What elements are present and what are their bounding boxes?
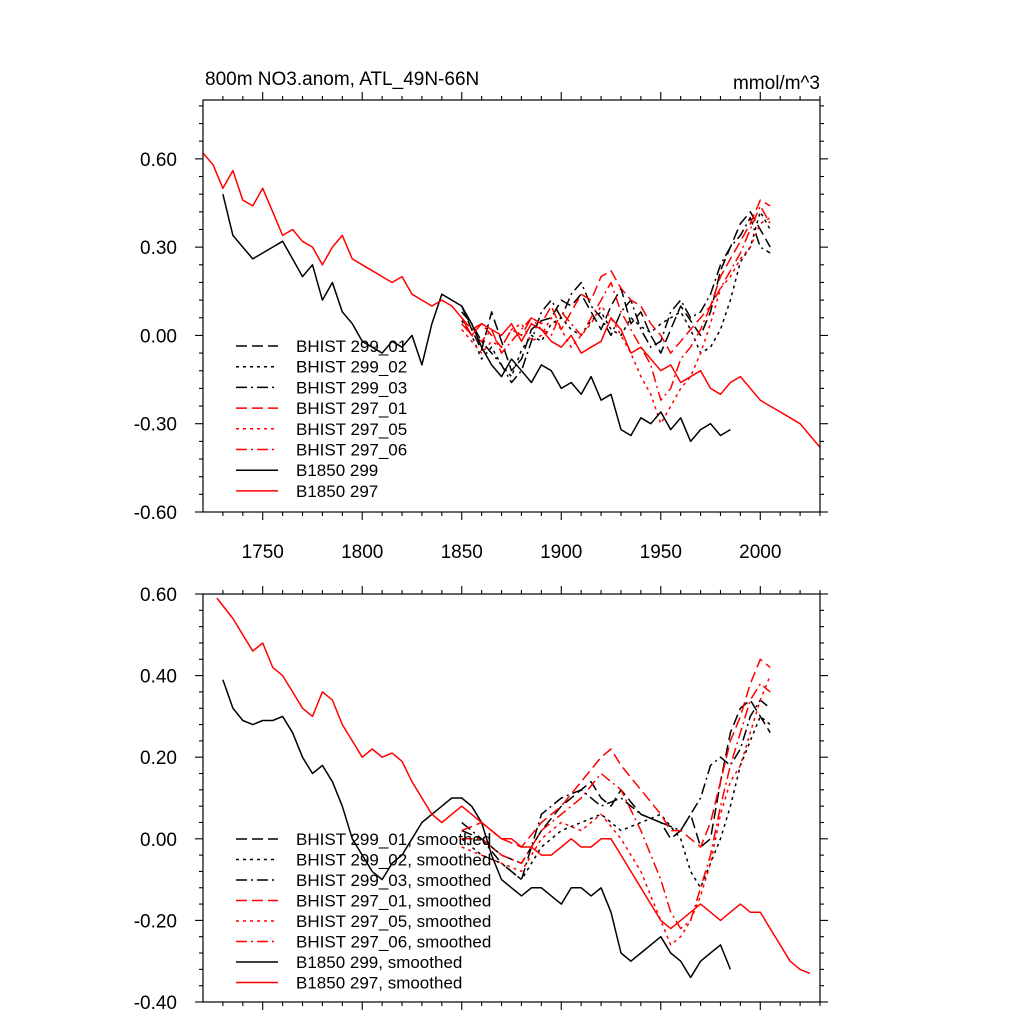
bottom-legend-label: B1850 299, smoothed xyxy=(296,953,462,972)
top-legend-label: BHIST 297_01 xyxy=(296,399,407,418)
bottom-plot-area xyxy=(216,597,811,979)
top-xtick-label: 1800 xyxy=(341,542,383,563)
top-legend-label: BHIST 299_03 xyxy=(296,378,407,397)
bottom-ytick-label: 0.00 xyxy=(140,830,177,851)
top-xtick-label: 2000 xyxy=(739,542,781,563)
top-xtick-label: 1850 xyxy=(441,542,483,563)
top-title-right: mmol/m^3 xyxy=(733,73,820,94)
top-plot-frame xyxy=(202,99,821,513)
top-xtick-label: 1950 xyxy=(640,542,682,563)
top-panel: 800m NO3.anom, ATL_49N-66N mmol/m^3 1750… xyxy=(134,69,828,563)
top-legend-label: BHIST 299_02 xyxy=(296,358,407,377)
bottom-series-bhist-297-06-smoothed xyxy=(461,683,771,930)
bottom-legend: BHIST 299_01, smoothed BHIST 299_02, smoo… xyxy=(236,830,491,993)
bottom-series-bhist-299-03-smoothed xyxy=(461,699,771,881)
top-ytick-label: -0.60 xyxy=(134,503,177,524)
bottom-legend-label: BHIST 297_06, smoothed xyxy=(296,933,491,952)
bottom-legend-label: BHIST 297_01, smoothed xyxy=(296,892,491,911)
top-xtick-label: 1900 xyxy=(540,542,582,563)
top-legend-label: B1850 299 xyxy=(296,461,378,480)
top-title-left: 800m NO3.anom, ATL_49N-66N xyxy=(205,69,479,90)
bottom-series-bhist-299-02-smoothed xyxy=(461,715,771,889)
bottom-ytick-label: -0.20 xyxy=(134,911,177,932)
bottom-legend-label: BHIST 297_05, smoothed xyxy=(296,912,491,931)
bottom-legend-label: BHIST 299_03, smoothed xyxy=(296,871,491,890)
top-ytick-label: 0.60 xyxy=(140,150,177,171)
bottom-legend-label: B1850 297, smoothed xyxy=(296,974,462,993)
bottom-series-b1850-299-smoothed xyxy=(222,679,732,979)
bottom-ytick-label: 0.20 xyxy=(140,748,177,769)
bottom-series-bhist-297-05-smoothed xyxy=(461,675,771,946)
top-xtick-label: 1750 xyxy=(242,542,284,563)
top-series-b1850-297 xyxy=(202,152,821,448)
bottom-panel: -0.40 -0.20 0.00 0.20 0.40 0.60 BHIST 299_01,… xyxy=(134,585,828,1014)
bottom-ytick-label: -0.40 xyxy=(134,993,177,1014)
top-legend-label: BHIST 297_06 xyxy=(296,441,407,460)
bottom-plot-frame xyxy=(202,593,821,1003)
bottom-ytick-label: 0.60 xyxy=(140,585,177,606)
top-series-bhist-297-05 xyxy=(461,217,771,425)
top-axis-ticks: 1750 1800 1850 1900 1950 2000 -0.60 -0.30 0.00 0.… xyxy=(134,92,828,563)
bottom-series-b1850-297-smoothed xyxy=(216,597,811,975)
top-plot-area xyxy=(202,152,821,448)
top-legend-label: BHIST 299_01 xyxy=(296,337,407,356)
top-series-b1850-299 xyxy=(222,194,731,443)
top-series-bhist-299-02 xyxy=(461,211,771,378)
top-series-bhist-299-01 xyxy=(461,211,771,372)
top-series-bhist-297-01 xyxy=(461,199,771,354)
top-legend-label: BHIST 297_05 xyxy=(296,420,407,439)
top-series-bhist-297-06 xyxy=(461,205,771,401)
top-series-bhist-299-03 xyxy=(461,216,771,384)
bottom-series-bhist-297-01-smoothed xyxy=(461,658,771,848)
bottom-ytick-label: 0.40 xyxy=(140,667,177,688)
top-legend-label: B1850 297 xyxy=(296,482,378,501)
bottom-legend-label: BHIST 299_01, smoothed xyxy=(296,830,491,849)
bottom-axis-ticks: -0.40 -0.20 0.00 0.20 0.40 0.60 xyxy=(134,585,828,1014)
top-ytick-label: 0.30 xyxy=(140,238,177,259)
bottom-legend-label: BHIST 299_02, smoothed xyxy=(296,851,491,870)
top-ytick-label: -0.30 xyxy=(134,415,177,436)
top-ytick-label: 0.00 xyxy=(140,326,177,347)
